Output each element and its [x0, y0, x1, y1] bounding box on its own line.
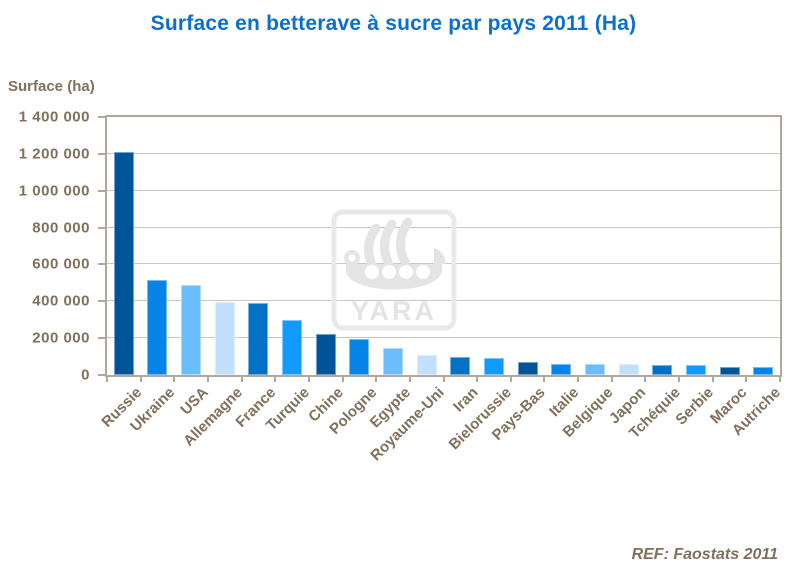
bar-serbie — [685, 365, 706, 375]
y-axis-tick — [98, 263, 105, 266]
bar-ukraine — [147, 280, 168, 375]
x-axis-tick — [375, 377, 378, 382]
y-axis-tick — [98, 374, 105, 376]
y-axis-tick — [98, 152, 105, 155]
bar-russie — [113, 151, 134, 375]
x-axis-tick — [644, 377, 647, 382]
y-tick-label-400000: 400 000 — [32, 292, 90, 310]
viking-ship-icon — [364, 217, 413, 273]
bar-pays-bas — [517, 362, 538, 375]
bar-tchequie — [652, 364, 673, 375]
bar-iran — [450, 357, 471, 375]
y-tick-label-800000: 800 000 — [32, 219, 90, 237]
y-axis-title: Surface (ha) — [8, 78, 95, 95]
bar-autriche — [753, 366, 774, 375]
y-tick-label-0: 0 — [81, 366, 90, 384]
x-axis-tick — [173, 377, 176, 382]
y-axis-tick — [98, 300, 105, 303]
footer-reference: REF: Faostats 2011 — [631, 546, 778, 563]
yara-logo-watermark: YARA — [331, 209, 457, 331]
x-axis-tick — [745, 377, 748, 382]
bar-bielorussie — [483, 358, 504, 375]
y-axis-tick — [98, 189, 105, 192]
bar-pologne — [349, 338, 370, 375]
gridline-200000 — [107, 337, 780, 339]
bar-japon — [618, 364, 639, 375]
y-tick-label-600000: 600 000 — [32, 255, 90, 273]
gridline-1200000 — [107, 152, 780, 154]
bar-italie — [551, 363, 572, 375]
x-axis-tick — [442, 377, 445, 382]
x-axis-tick — [274, 377, 277, 382]
x-axis-tick — [307, 377, 310, 382]
watermark-text: YARA — [351, 296, 437, 326]
bar-egypte — [383, 347, 404, 375]
bar-usa — [181, 285, 202, 375]
gridline-800000 — [107, 226, 780, 228]
y-axis-tick — [98, 337, 105, 340]
viking-ship-hull — [344, 248, 446, 290]
x-axis-tick — [206, 377, 209, 382]
y-tick-label-200000: 200 000 — [32, 329, 90, 347]
y-axis-tick — [98, 116, 105, 118]
bar-allemagne — [214, 302, 235, 375]
x-axis-tick — [341, 377, 344, 382]
x-axis-tick — [711, 377, 714, 382]
x-axis-tick — [678, 377, 681, 382]
gridline-1000000 — [107, 189, 780, 191]
bar-turquie — [282, 320, 303, 375]
x-axis-tick — [106, 377, 108, 382]
x-axis-tick — [610, 377, 613, 382]
x-axis-tick — [577, 377, 580, 382]
bar-maroc — [719, 367, 740, 375]
bar-france — [248, 303, 269, 375]
bar-chine — [315, 334, 336, 375]
x-axis-tick — [509, 377, 512, 382]
y-tick-label-1000000: 1 000 000 — [18, 182, 90, 200]
bar-belgique — [584, 364, 605, 375]
x-axis-tick — [408, 377, 411, 382]
x-axis-tick — [240, 377, 243, 382]
y-tick-label-1200000: 1 200 000 — [18, 145, 90, 163]
bar-royaume-uni — [416, 355, 437, 375]
y-tick-label-1400000: 1 400 000 — [18, 108, 90, 126]
chart-title: Surface en betterave à sucre par pays 20… — [150, 12, 637, 35]
x-axis-tick — [779, 377, 781, 382]
x-axis-tick — [476, 377, 479, 382]
x-axis-tick — [139, 377, 142, 382]
watermark-border — [331, 209, 457, 331]
x-axis-tick — [543, 377, 546, 382]
gridline-400000 — [107, 300, 780, 302]
y-axis-tick — [98, 226, 105, 229]
